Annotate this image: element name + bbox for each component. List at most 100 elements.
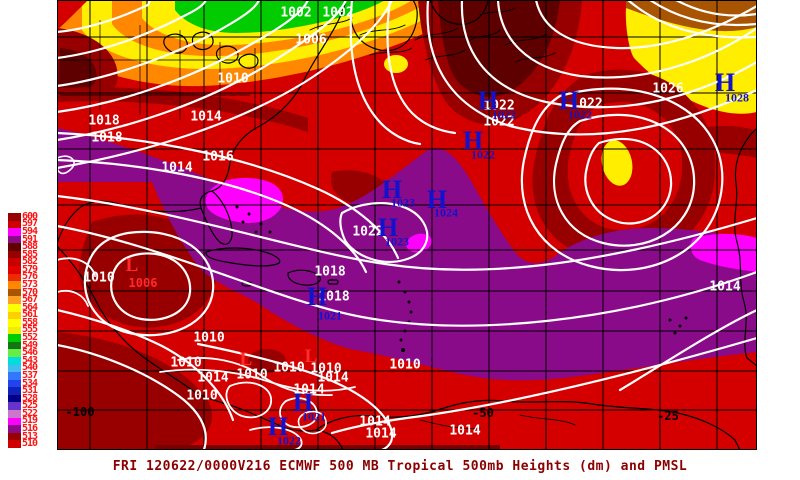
legend-value: 597 xyxy=(22,218,38,230)
legend-row: 543 xyxy=(8,354,56,366)
legend-row: 540 xyxy=(8,362,56,374)
legend-row: 519 xyxy=(8,415,56,427)
legend-value: 588 xyxy=(22,241,38,253)
legend-value: 534 xyxy=(22,377,38,389)
legend-row: 516 xyxy=(8,422,56,434)
legend-swatch xyxy=(8,432,21,441)
legend-swatch xyxy=(8,326,21,335)
legend-value: 561 xyxy=(22,309,38,321)
height-field-magenta-cores xyxy=(205,177,757,272)
legend-value: 543 xyxy=(22,354,38,366)
legend-value: 585 xyxy=(22,248,38,260)
legend-swatch xyxy=(8,303,21,312)
legend-row: 531 xyxy=(8,385,56,397)
legend-row: 582 xyxy=(8,256,56,268)
legend-row: 552 xyxy=(8,332,56,344)
legend-swatch xyxy=(8,372,21,380)
legend-value: 567 xyxy=(22,294,38,306)
legend-row: 567 xyxy=(8,294,56,306)
legend-value: 513 xyxy=(22,430,38,442)
map-border xyxy=(57,0,757,450)
isobar-contours xyxy=(57,0,757,450)
legend-row: 594 xyxy=(8,226,56,236)
legend-swatch xyxy=(8,440,21,448)
legend-swatch xyxy=(8,319,21,327)
legend-swatch xyxy=(8,243,21,251)
legend-value: 540 xyxy=(22,362,38,374)
state-borders xyxy=(60,20,256,130)
legend-value: 549 xyxy=(22,339,38,351)
legend-swatch xyxy=(8,417,21,426)
legend-swatch xyxy=(8,379,21,388)
legend-row: 573 xyxy=(8,279,56,290)
legend-row: 558 xyxy=(8,316,56,328)
legend-swatch xyxy=(8,213,21,221)
legend-row: 549 xyxy=(8,339,56,351)
legend-value: 531 xyxy=(22,385,38,397)
legend-row: 537 xyxy=(8,369,56,381)
legend-value: 537 xyxy=(22,369,38,381)
legend-row: 597 xyxy=(8,218,56,230)
legend-row: 546 xyxy=(8,347,56,359)
legend-row: 555 xyxy=(8,324,56,336)
legend-swatch xyxy=(8,258,21,267)
legend-swatch xyxy=(8,402,21,411)
weather-map-svg xyxy=(57,0,757,450)
legend-value: 558 xyxy=(22,316,38,328)
map-caption: FRI 120622/0000V216 ECMWF 500 MB Tropica… xyxy=(112,459,688,474)
legend-row: 591 xyxy=(8,233,56,245)
legend-row: 510 xyxy=(8,438,56,450)
legend-value: 576 xyxy=(22,271,38,283)
legend-swatch xyxy=(8,394,21,403)
legend-row: 522 xyxy=(8,407,56,419)
legend-row: 534 xyxy=(8,377,56,389)
height-color-scale: 600 597 594 591 588 585 582 579 576 573 570 567 564 5… xyxy=(8,210,56,450)
legend-value: 546 xyxy=(22,347,38,359)
legend-swatch xyxy=(8,228,21,236)
legend-swatch xyxy=(8,311,21,320)
legend-value: 600 xyxy=(22,210,38,222)
legend-value: 516 xyxy=(22,422,38,434)
legend-swatch xyxy=(8,356,21,365)
legend-value: 564 xyxy=(22,301,38,313)
legend-swatch xyxy=(8,266,21,274)
legend-swatch xyxy=(8,288,21,297)
coastlines xyxy=(57,0,757,450)
legend-value: 519 xyxy=(22,415,38,427)
legend-row: 579 xyxy=(8,264,56,274)
legend-swatch xyxy=(8,273,21,282)
legend-swatch xyxy=(8,220,21,229)
legend-value: 573 xyxy=(22,279,38,290)
legend-value: 552 xyxy=(22,332,38,344)
legend-row: 588 xyxy=(8,241,56,253)
legend-swatch xyxy=(8,334,21,342)
legend-value: 528 xyxy=(22,392,38,404)
legend-row: 561 xyxy=(8,309,56,321)
legend-swatch xyxy=(8,281,21,289)
legend-row: 600 xyxy=(8,210,56,222)
island-dots xyxy=(235,205,688,352)
legend-swatch xyxy=(8,349,21,357)
graticule-grid xyxy=(57,0,757,450)
map-area: 1002 1002 1006 1010 1014 1018 1018 1016 1014 1010… xyxy=(57,0,757,450)
legend-row: 513 xyxy=(8,430,56,442)
legend-swatch xyxy=(8,341,21,350)
legend-swatch xyxy=(8,425,21,433)
legend-row: 585 xyxy=(8,248,56,260)
legend-swatch xyxy=(8,250,21,259)
legend-value: 522 xyxy=(22,407,38,419)
legend-swatch xyxy=(8,410,21,418)
legend-swatch xyxy=(8,296,21,304)
legend-value: 510 xyxy=(22,438,38,450)
legend-row: 576 xyxy=(8,271,56,283)
legend-value: 570 xyxy=(22,286,38,298)
legend-value: 591 xyxy=(22,233,38,245)
legend-value: 582 xyxy=(22,256,38,268)
legend-swatch xyxy=(8,387,21,395)
legend-value: 525 xyxy=(22,400,38,412)
legend-swatch xyxy=(8,235,21,244)
legend-value: 555 xyxy=(22,324,38,336)
legend-row: 525 xyxy=(8,400,56,412)
legend-row: 570 xyxy=(8,286,56,298)
